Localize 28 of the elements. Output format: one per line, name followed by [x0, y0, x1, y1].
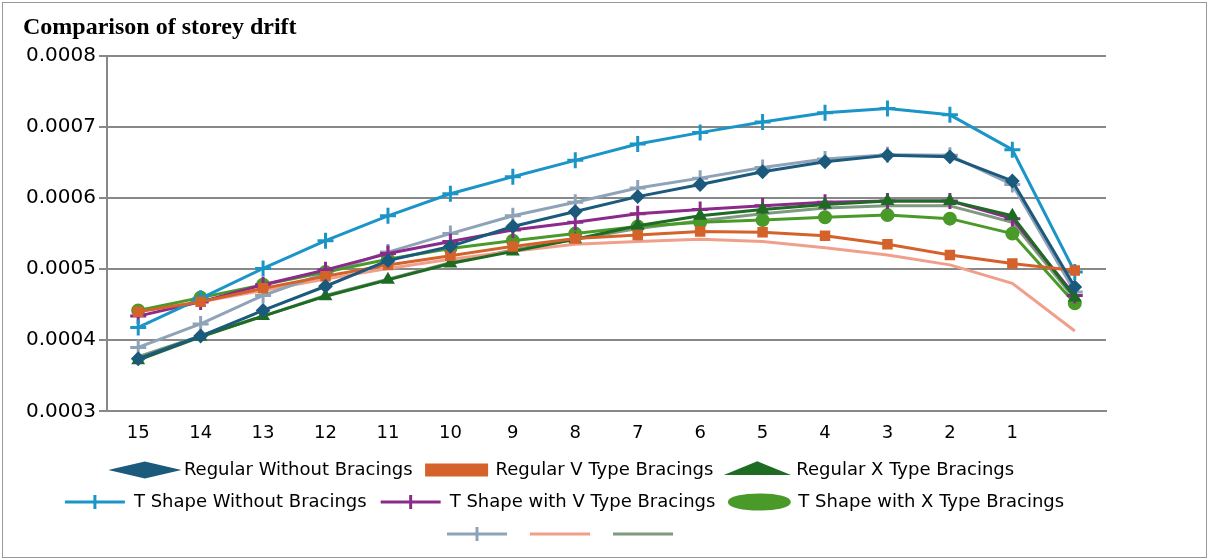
x-tick-label: 10 [438, 420, 462, 442]
x-tick-label: 1 [1006, 420, 1019, 442]
x-tick-label: 3 [881, 420, 894, 442]
legend-label: T Shape Without Bracings [132, 489, 367, 511]
y-tick-label: 0.0005 [26, 255, 96, 280]
x-tick-label: 5 [756, 420, 769, 442]
x-tick-label: 14 [189, 420, 213, 442]
legend-label: Regular V Type Bracings [495, 457, 714, 479]
legend-label: Regular X Type Bracings [796, 457, 1015, 479]
legend-label: T Shape with V Type Bracings [448, 489, 716, 511]
y-tick-label: 0.0003 [26, 397, 96, 422]
chart-title: Comparison of storey drift [23, 12, 297, 39]
x-tick-label: 11 [376, 420, 400, 442]
x-tick-label: 15 [126, 420, 150, 442]
x-tick-label: 13 [251, 420, 275, 442]
y-tick-label: 0.0008 [26, 42, 96, 66]
legend-label: Regular Without Bracings [183, 457, 413, 479]
x-tick-label: 7 [631, 420, 644, 442]
x-tick-label: 9 [507, 420, 519, 442]
x-tick-label: 8 [569, 420, 581, 442]
x-tick-label: 2 [944, 420, 956, 442]
y-tick-label: 0.0006 [26, 184, 96, 209]
x-tick-label: 6 [694, 420, 706, 442]
legend-label: T Shape with X Type Bracings [797, 489, 1065, 511]
x-tick-label: 12 [314, 420, 337, 442]
y-tick-label: 0.0004 [26, 326, 96, 351]
x-tick-label: 4 [819, 420, 831, 442]
y-tick-label: 0.0007 [26, 113, 96, 138]
